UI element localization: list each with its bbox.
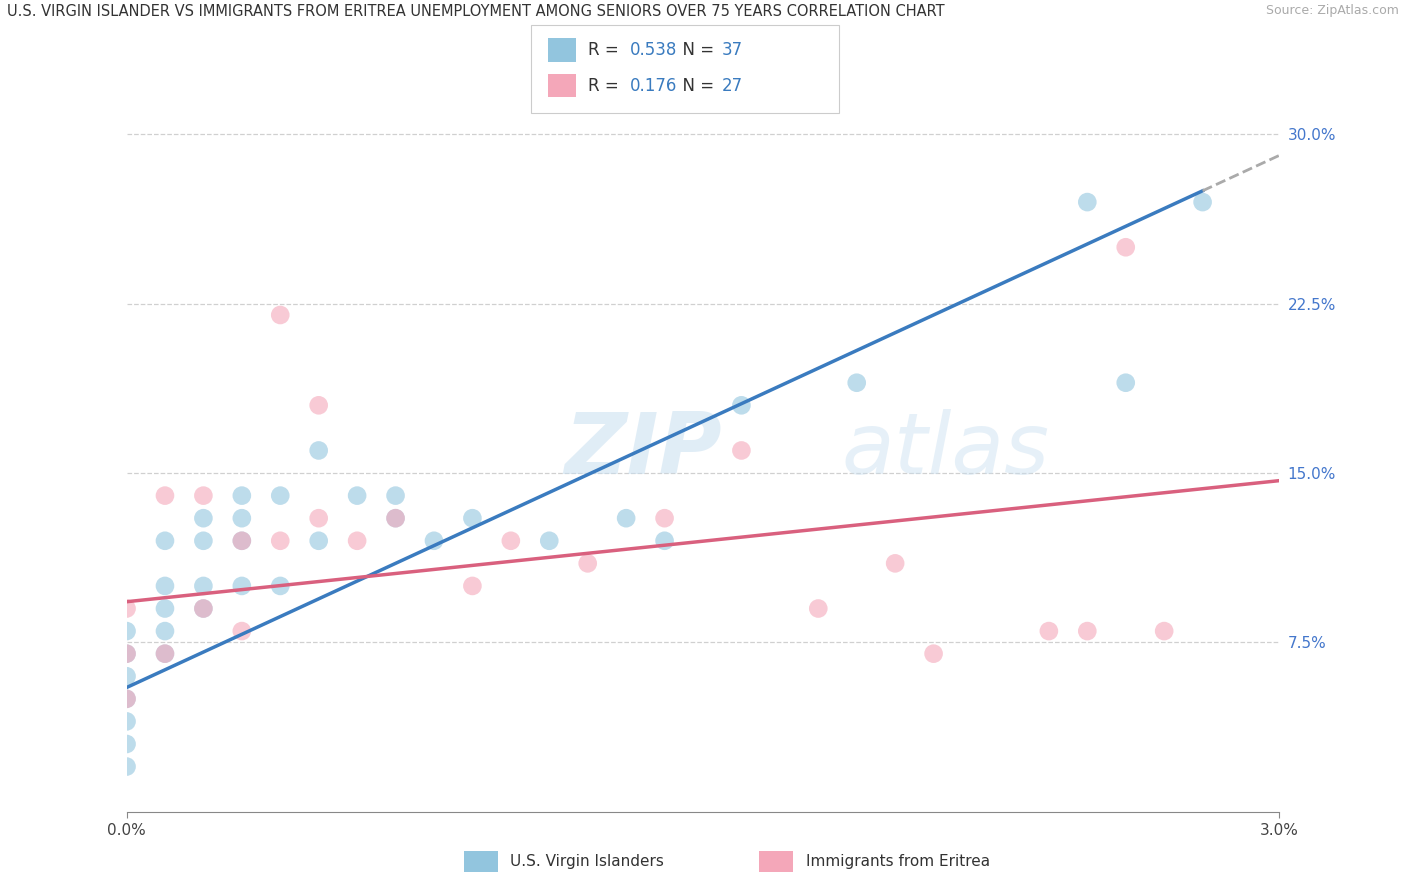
Point: [231, 624, 253, 638]
Text: ZIP: ZIP: [565, 409, 723, 492]
Point: [193, 579, 215, 593]
Point: [308, 511, 330, 525]
Point: [115, 759, 138, 773]
Point: [308, 398, 330, 412]
Point: [115, 691, 138, 706]
Point: [1076, 195, 1098, 210]
Text: Immigrants from Eritrea: Immigrants from Eritrea: [806, 855, 990, 869]
Point: [461, 511, 484, 525]
Point: [231, 511, 253, 525]
Point: [269, 308, 291, 322]
Point: [1153, 624, 1175, 638]
Point: [845, 376, 868, 390]
Point: [1115, 240, 1137, 254]
Point: [346, 533, 368, 548]
Point: [807, 601, 830, 615]
Point: [614, 511, 637, 525]
Text: atlas: atlas: [841, 409, 1049, 492]
Point: [115, 624, 138, 638]
Point: [730, 443, 752, 458]
Text: 0.538: 0.538: [630, 41, 678, 59]
Point: [153, 624, 176, 638]
Text: U.S. VIRGIN ISLANDER VS IMMIGRANTS FROM ERITREA UNEMPLOYMENT AMONG SENIORS OVER : U.S. VIRGIN ISLANDER VS IMMIGRANTS FROM …: [7, 4, 945, 20]
Point: [153, 601, 176, 615]
Point: [115, 601, 138, 615]
Point: [461, 579, 484, 593]
Point: [269, 579, 291, 593]
Point: [1038, 624, 1060, 638]
Point: [384, 511, 406, 525]
Point: [1076, 624, 1098, 638]
Text: N =: N =: [672, 41, 720, 59]
Text: 37: 37: [721, 41, 742, 59]
Point: [153, 579, 176, 593]
Point: [193, 601, 215, 615]
Point: [922, 647, 945, 661]
Point: [308, 533, 330, 548]
Point: [423, 533, 446, 548]
Text: R =: R =: [588, 77, 628, 95]
Point: [269, 489, 291, 503]
Point: [308, 443, 330, 458]
Point: [269, 533, 291, 548]
Point: [384, 511, 406, 525]
Point: [153, 489, 176, 503]
Text: N =: N =: [672, 77, 720, 95]
Point: [153, 647, 176, 661]
Text: 0.176: 0.176: [630, 77, 678, 95]
Point: [115, 737, 138, 751]
Point: [115, 669, 138, 683]
Point: [231, 579, 253, 593]
Point: [153, 647, 176, 661]
Point: [115, 714, 138, 729]
Point: [231, 489, 253, 503]
Point: [193, 511, 215, 525]
Point: [153, 533, 176, 548]
Point: [193, 601, 215, 615]
Point: [576, 557, 599, 571]
Point: [346, 489, 368, 503]
Point: [1191, 195, 1213, 210]
Point: [115, 691, 138, 706]
Point: [884, 557, 907, 571]
Point: [538, 533, 561, 548]
Text: Source: ZipAtlas.com: Source: ZipAtlas.com: [1265, 4, 1399, 18]
Point: [654, 533, 676, 548]
Point: [231, 533, 253, 548]
Point: [193, 533, 215, 548]
Point: [384, 489, 406, 503]
Point: [231, 533, 253, 548]
Point: [1115, 376, 1137, 390]
Point: [654, 511, 676, 525]
Point: [115, 647, 138, 661]
Point: [193, 489, 215, 503]
Point: [115, 647, 138, 661]
Text: R =: R =: [588, 41, 628, 59]
Point: [730, 398, 752, 412]
Point: [499, 533, 522, 548]
Text: 27: 27: [721, 77, 742, 95]
Text: U.S. Virgin Islanders: U.S. Virgin Islanders: [510, 855, 664, 869]
